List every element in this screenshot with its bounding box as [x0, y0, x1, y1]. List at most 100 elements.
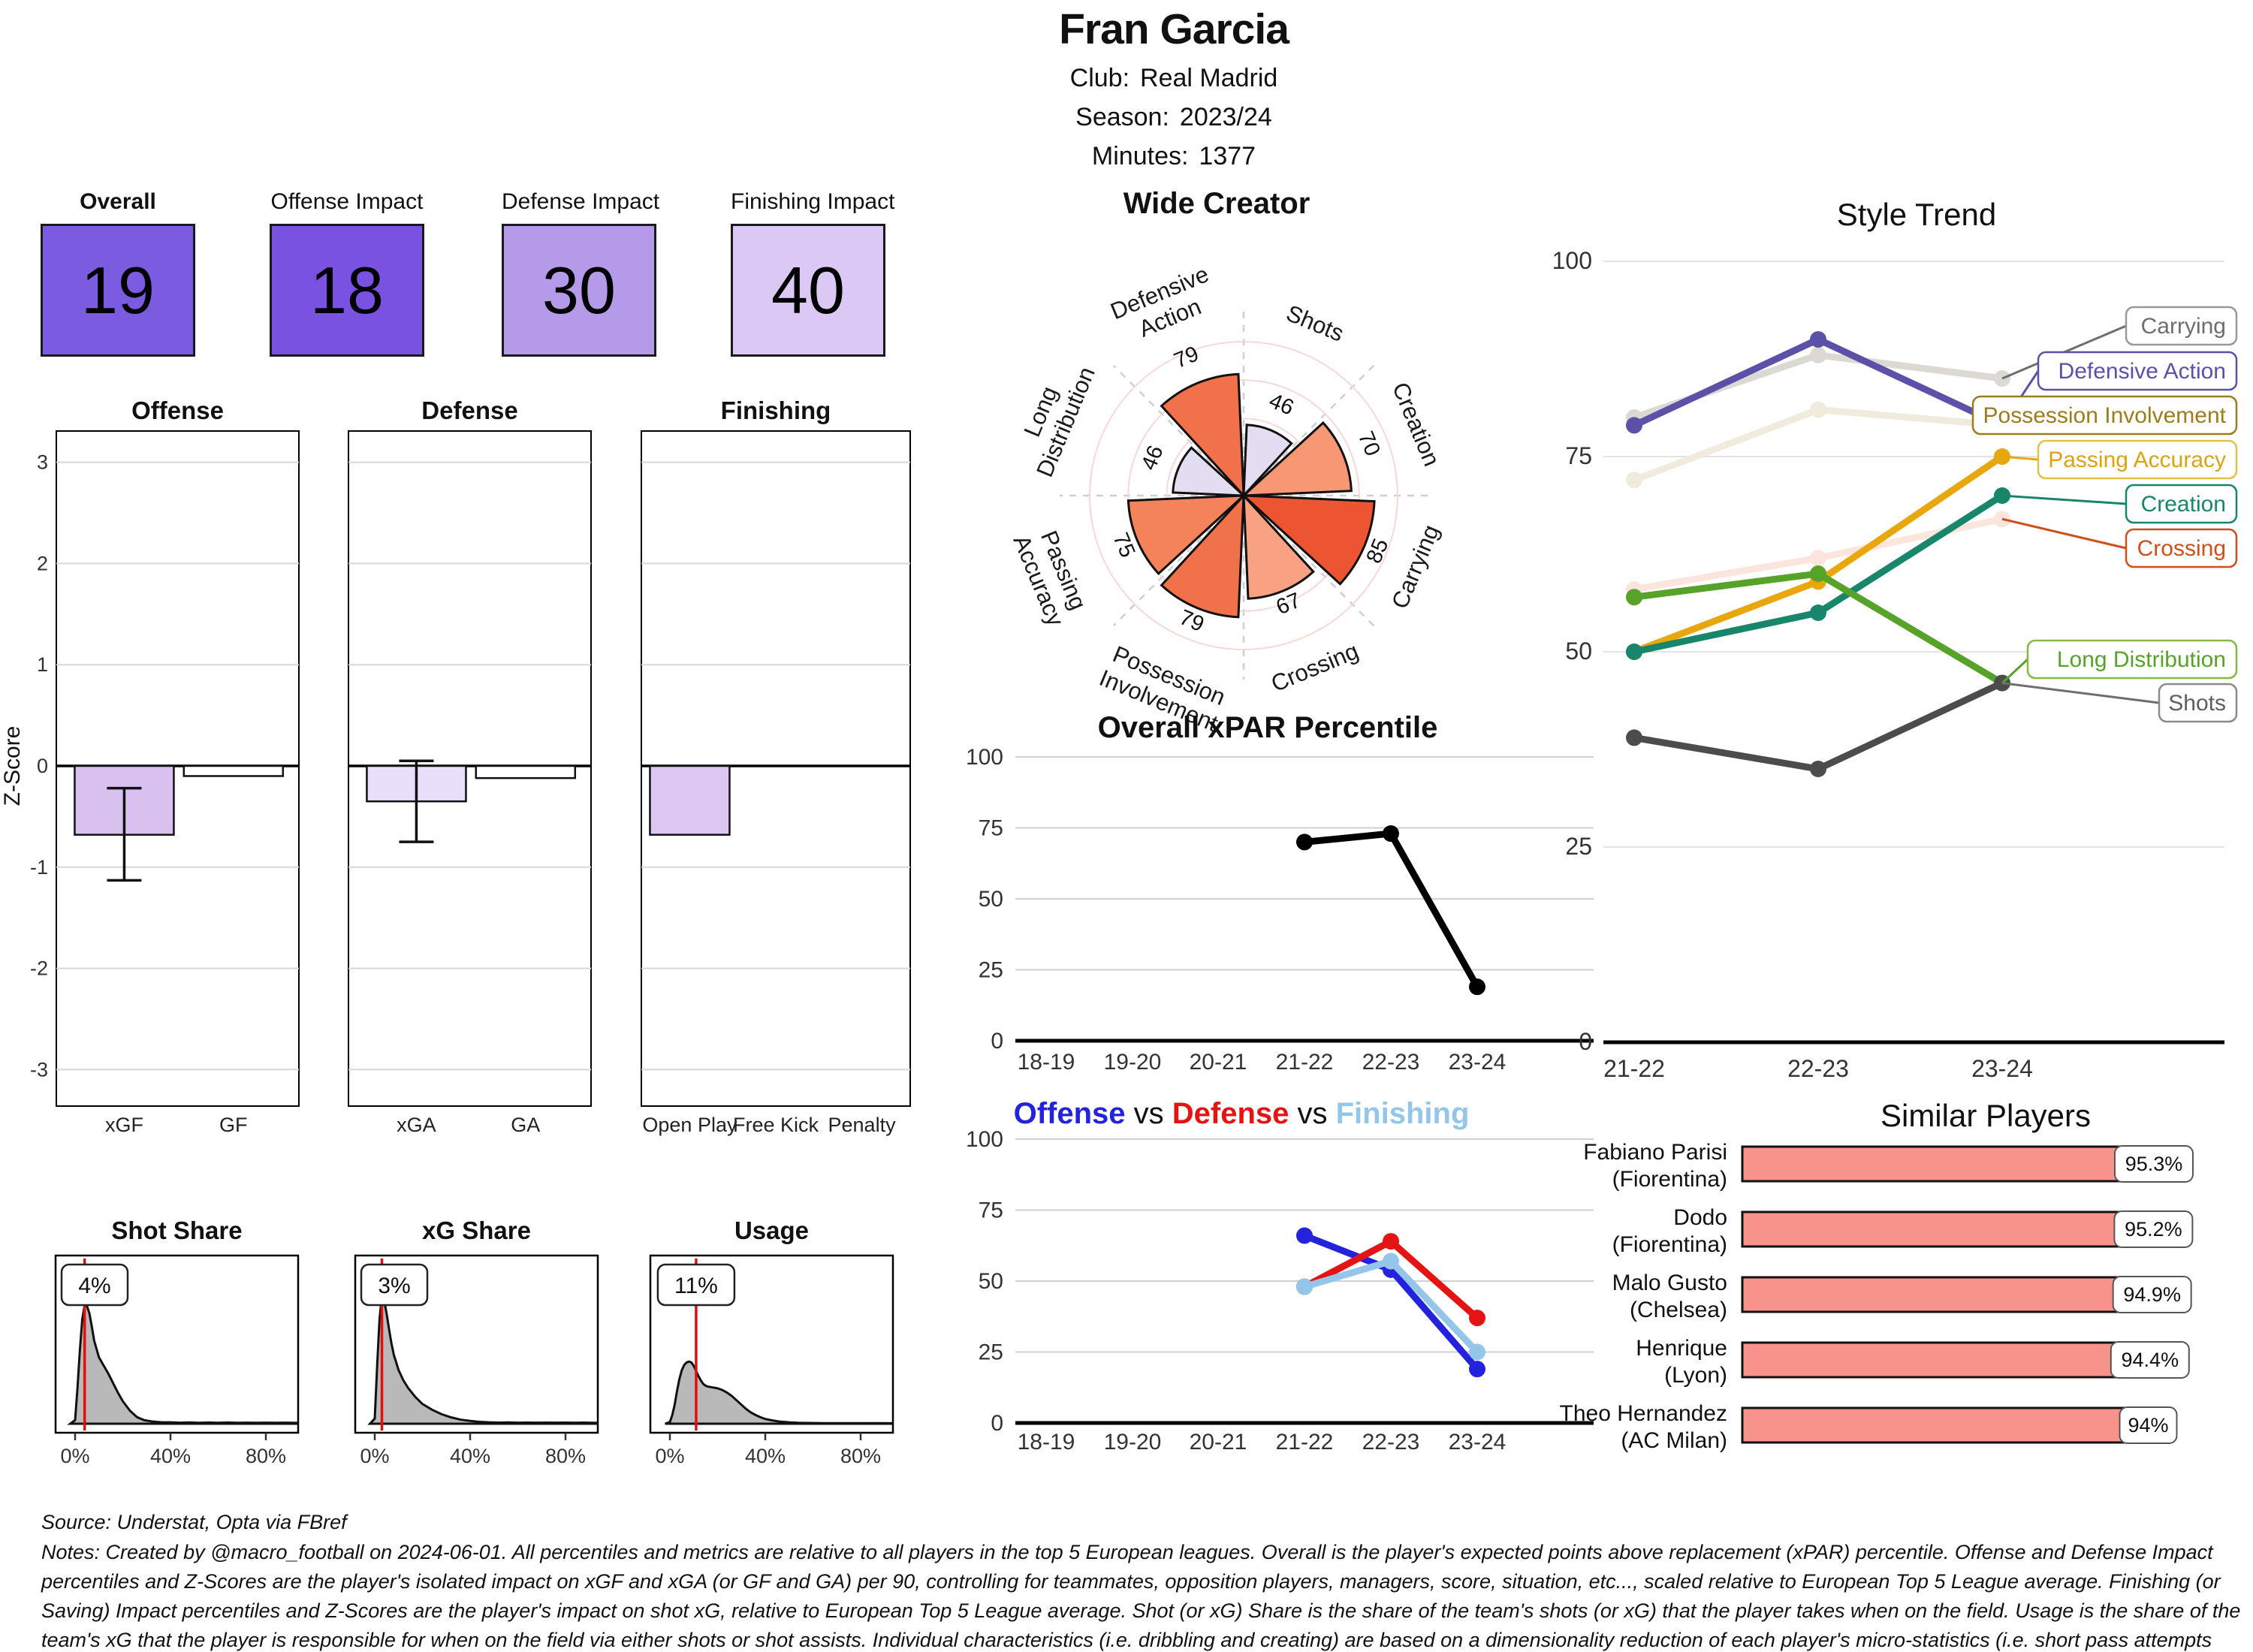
radar-title: Wide Creator	[1123, 187, 1310, 220]
similar-player-club: (Fiorentina)	[1612, 1167, 1727, 1192]
series-point	[1810, 346, 1826, 363]
density-panel-xg_share: xG Share 0% 40% 80% 3%	[354, 1216, 599, 1467]
radar-category-label: LongDistribution	[1006, 353, 1100, 481]
density-panel-usage: Usage 0% 40% 80% 11%	[649, 1216, 894, 1467]
similar-player-bar	[1741, 1276, 2154, 1313]
style-legend-box-crossing	[2125, 528, 2238, 568]
density-xtick: 80%	[840, 1445, 881, 1467]
zscore-ytick: 0	[37, 755, 48, 777]
style-legend-label: Long Distribution	[2057, 647, 2226, 672]
series-point	[1810, 331, 1826, 348]
style-legend-label: Possession Involvement	[1983, 403, 2227, 428]
series-point	[1810, 401, 1826, 418]
similar-player-name: Dodo	[1673, 1205, 1727, 1230]
similar-player-club: (Fiorentina)	[1612, 1232, 1727, 1257]
radar-category-label: PassingAccuracy	[1008, 521, 1094, 630]
season-line: Season: 2023/24	[798, 103, 1549, 132]
club-line: Club: Real Madrid	[798, 64, 1549, 93]
series-point	[1383, 1233, 1399, 1250]
zscore-ytick: -2	[30, 957, 48, 980]
zscore-bar-GA	[475, 764, 577, 779]
density-title-xg_share: xG Share	[422, 1216, 531, 1244]
similar-player-row: Henrique(Lyon) 94.4%	[1636, 1336, 2190, 1388]
similar-player-bar	[1741, 1210, 2155, 1248]
radar-wedge-carrying	[1240, 494, 1376, 586]
club-value: Real Madrid	[1140, 64, 1278, 92]
ytick-label: 0	[1579, 1028, 1592, 1055]
density-curve-xg_share	[367, 1292, 598, 1425]
density-title-shot_share: Shot Share	[111, 1216, 242, 1244]
radar-category-label: DefensiveAction	[1107, 261, 1223, 349]
density-marker-label-usage: 11%	[674, 1274, 718, 1298]
zscore-bar-GF	[182, 764, 285, 777]
xtick-label: 22-23	[1362, 1050, 1420, 1075]
similar-player-row: Theo Hernandez(AC Milan) 94%	[1560, 1401, 2178, 1453]
similar-player-name: Theo Hernandez	[1560, 1401, 1727, 1426]
overall-box-label: Overall	[80, 189, 156, 214]
zscore-ytick: 2	[37, 552, 48, 574]
minutes-line: Minutes: 1377	[798, 142, 1549, 171]
radar-wedge-creation	[1240, 421, 1353, 497]
overall-score: 19	[41, 224, 195, 357]
series-point	[1296, 1227, 1313, 1244]
radar-wedge-crossing	[1242, 492, 1315, 600]
style-legend-box-long-distribution	[2026, 639, 2238, 680]
finishing-impact-label: Finishing Impact	[731, 189, 895, 214]
series-point	[1626, 589, 1642, 606]
similar-player-value: 95.2%	[2125, 1218, 2182, 1241]
source-text: Source: Understat, Opta via FBref	[41, 1511, 347, 1533]
series-point	[1626, 417, 1642, 434]
series-line-shots	[1630, 680, 2006, 773]
ytick-label: 50	[979, 1269, 1003, 1294]
density-curve-usage	[665, 1360, 893, 1425]
density-curve-shot_share	[67, 1303, 298, 1425]
radar-wedge-possession-involvement	[1160, 492, 1245, 619]
finishing-impact-box-wrap: Finishing Impact 40	[731, 189, 895, 357]
xtick-label: 23-24	[1449, 1050, 1507, 1075]
player-name: Fran Garcia	[1059, 5, 1289, 53]
ytick-label: 0	[991, 1029, 1003, 1054]
xtick-label: 18-19	[1018, 1050, 1075, 1075]
density-xtick: 80%	[545, 1445, 586, 1467]
xtick-label: 20-21	[1190, 1430, 1247, 1455]
series-point	[1810, 550, 1826, 567]
header: Fran Garcia Club: Real Madrid Season: 2023…	[798, 5, 1549, 171]
similar-player-value: 94.4%	[2122, 1349, 2179, 1371]
odf-title: Offense vs Defense vs Finishing	[1014, 1097, 1470, 1130]
xpar-title: Overall xPAR Percentile	[1098, 711, 1438, 744]
density-xtick: 0%	[655, 1445, 684, 1467]
xtick-label: 21-22	[1603, 1055, 1665, 1082]
zscore-ytick: 1	[37, 653, 48, 676]
similar-player-name: Malo Gusto	[1612, 1271, 1727, 1295]
zscore-tick-GA: GA	[511, 1114, 540, 1136]
ytick-label: 100	[1552, 247, 1592, 274]
density-xtick: 0%	[360, 1445, 389, 1467]
xtick-label: 22-23	[1362, 1430, 1420, 1455]
series-point	[1296, 1278, 1313, 1295]
radar-category-label: Carrying	[1386, 521, 1444, 613]
radar-wedge-long-distribution	[1172, 446, 1247, 497]
zscore-tick-Penalty: Penalty	[828, 1114, 897, 1136]
ytick-label: 50	[1565, 638, 1592, 665]
club-label: Club:	[1069, 64, 1130, 92]
xtick-label: 21-22	[1276, 1050, 1334, 1075]
density-marker-label-xg_share: 3%	[378, 1274, 410, 1298]
xtick-label: 19-20	[1104, 1050, 1162, 1075]
similar-player-value: 94.9%	[2123, 1283, 2181, 1306]
density-xtick: 40%	[745, 1445, 786, 1467]
style-trend-chart: Style Trend 100 75 50 25 0 21-22 22-23 23-24 Carr…	[1552, 197, 2238, 1082]
ytick-label: 100	[966, 745, 1003, 770]
style-legend-box-creation	[2125, 484, 2238, 524]
offense-defense-finishing-chart: Offense vs Defense vs Finishing 100 75 50 25…	[966, 1097, 1594, 1455]
series-point	[1626, 472, 1642, 489]
zscore-ytick: -3	[30, 1058, 48, 1081]
ytick-label: 75	[979, 816, 1003, 841]
zscore-bar-Open Play	[649, 764, 731, 836]
similar-player-bar	[1741, 1341, 2152, 1379]
series-point	[1469, 978, 1485, 996]
density-xtick: 40%	[450, 1445, 490, 1467]
